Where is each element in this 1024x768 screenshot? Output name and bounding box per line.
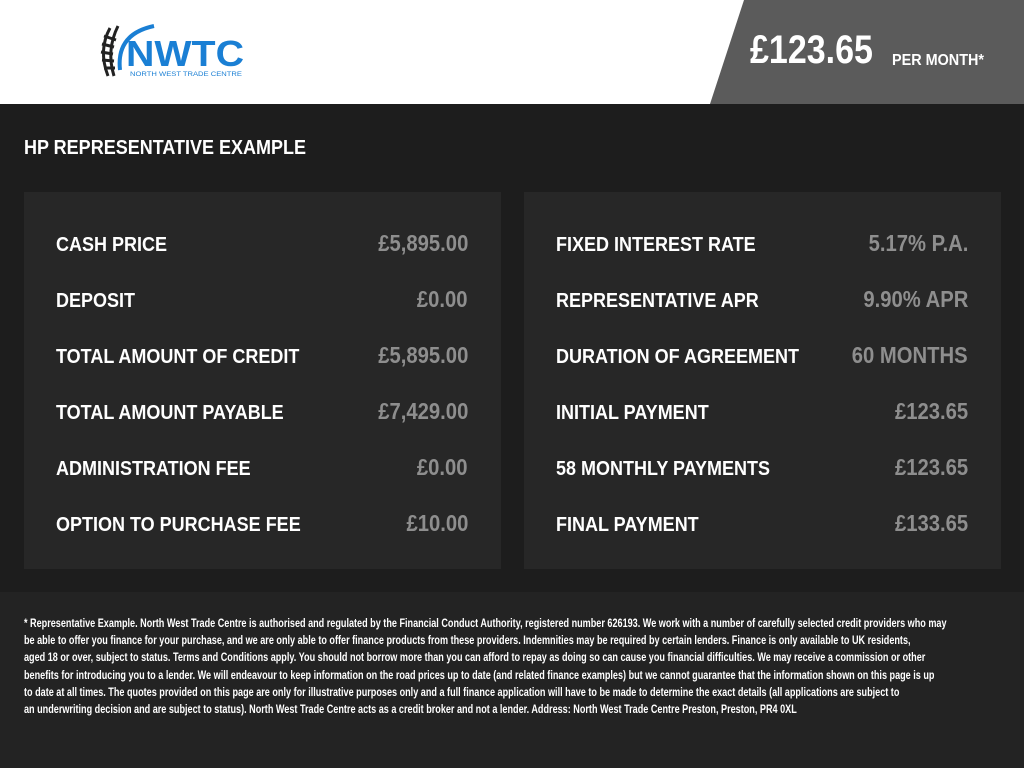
disclaimer-footer: * Representative Example. North West Tra… [0, 592, 1024, 768]
row-label: REPRESENTATIVE APR [556, 290, 759, 312]
svg-text:NORTH WEST TRADE CENTRE: NORTH WEST TRADE CENTRE [130, 72, 242, 78]
row-value: £0.00 [417, 454, 468, 480]
finance-row: TOTAL AMOUNT PAYABLE £7,429.00 [56, 398, 468, 428]
row-label: INITIAL PAYMENT [556, 402, 709, 424]
disclaimer-line: an underwriting decision and are subject… [24, 704, 797, 717]
finance-row: REPRESENTATIVE APR 9.90% APR [556, 286, 968, 316]
row-value: £0.00 [417, 286, 468, 312]
per-month-label: PER MONTH* [892, 52, 985, 69]
row-value: £123.65 [894, 454, 968, 480]
finance-panel-right: FIXED INTEREST RATE 5.17% P.A. REPRESENTAT… [524, 192, 1001, 569]
row-value: £5,895.00 [377, 230, 468, 256]
row-label: DURATION OF AGREEMENT [556, 346, 799, 368]
finance-row: FINAL PAYMENT £133.65 [556, 510, 968, 540]
row-value: 9.90% APR [863, 286, 968, 312]
finance-panel-left: CASH PRICE £5,895.00 DEPOSIT £0.00 TOTAL AMO… [24, 192, 501, 569]
finance-row: DEPOSIT £0.00 [56, 286, 468, 316]
row-label: DEPOSIT [56, 290, 136, 312]
disclaimer-line: to date at all times. The quotes provide… [24, 686, 900, 699]
monthly-price-box: £123.65 PER MONTH* [710, 0, 1024, 104]
row-label: ADMINISTRATION FEE [56, 458, 251, 480]
disclaimer-line: benefits for introducing you to a lender… [24, 669, 935, 682]
finance-row: OPTION TO PURCHASE FEE £10.00 [56, 510, 468, 540]
row-label: TOTAL AMOUNT OF CREDIT [56, 346, 300, 368]
finance-row: TOTAL AMOUNT OF CREDIT £5,895.00 [56, 342, 468, 372]
nwtc-logo: NWTC NORTH WEST TRADE CENTRE [96, 20, 256, 82]
svg-text:NWTC: NWTC [126, 33, 244, 74]
finance-row: INITIAL PAYMENT £123.65 [556, 398, 968, 428]
finance-row: DURATION OF AGREEMENT 60 MONTHS [556, 342, 968, 372]
disclaimer-line: aged 18 or over, subject to status. Term… [24, 652, 926, 665]
row-label: FINAL PAYMENT [556, 514, 699, 536]
monthly-price: £123.65 [750, 28, 873, 72]
disclaimer-text: * Representative Example. North West Tra… [24, 616, 947, 719]
row-value: £5,895.00 [377, 342, 468, 368]
finance-row: ADMINISTRATION FEE £0.00 [56, 454, 468, 484]
row-label: OPTION TO PURCHASE FEE [56, 514, 301, 536]
row-value: £7,429.00 [377, 398, 468, 424]
header: NWTC NORTH WEST TRADE CENTRE £123.65 PER… [0, 0, 1024, 104]
row-label: CASH PRICE [56, 234, 168, 256]
finance-row: CASH PRICE £5,895.00 [56, 230, 468, 260]
disclaimer-line: * Representative Example. North West Tra… [24, 618, 947, 630]
section-title: HP REPRESENTATIVE EXAMPLE [24, 137, 307, 159]
row-label: 58 MONTHLY PAYMENTS [556, 458, 771, 480]
row-label: TOTAL AMOUNT PAYABLE [56, 402, 284, 424]
row-value: £10.00 [406, 510, 468, 536]
finance-row: FIXED INTEREST RATE 5.17% P.A. [556, 230, 968, 260]
finance-row: 58 MONTHLY PAYMENTS £123.65 [556, 454, 968, 484]
row-label: FIXED INTEREST RATE [556, 234, 756, 256]
row-value: £133.65 [894, 510, 968, 536]
row-value: £123.65 [894, 398, 968, 424]
disclaimer-line: be able to offer you finance for your pu… [24, 635, 911, 648]
row-value: 5.17% P.A. [868, 230, 968, 256]
row-value: 60 MONTHS [852, 342, 968, 368]
